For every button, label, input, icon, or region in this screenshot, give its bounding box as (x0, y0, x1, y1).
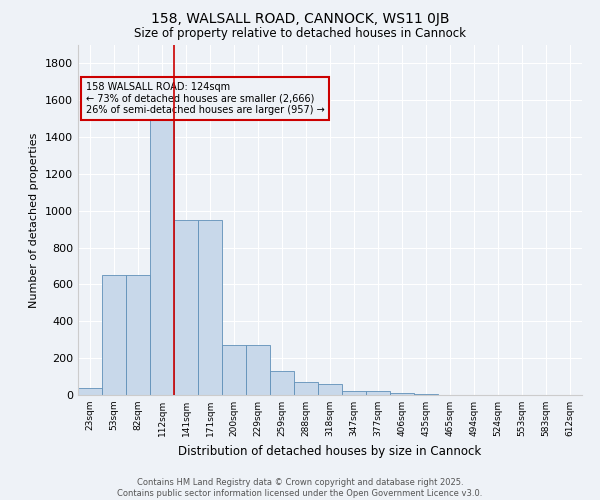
Text: Size of property relative to detached houses in Cannock: Size of property relative to detached ho… (134, 28, 466, 40)
Bar (366, 392, 390, 395)
Bar (174, 220, 198, 395)
Bar (270, 371, 294, 395)
Bar (222, 346, 246, 395)
Bar (78, 388, 102, 395)
Bar (414, 394, 438, 395)
Text: Contains HM Land Registry data © Crown copyright and database right 2025.
Contai: Contains HM Land Registry data © Crown c… (118, 478, 482, 498)
Text: 158, WALSALL ROAD, CANNOCK, WS11 0JB: 158, WALSALL ROAD, CANNOCK, WS11 0JB (151, 12, 449, 26)
Bar (294, 382, 318, 395)
Bar (342, 392, 366, 395)
X-axis label: Distribution of detached houses by size in Cannock: Distribution of detached houses by size … (178, 444, 482, 458)
Bar (198, 220, 222, 395)
Bar (390, 393, 414, 395)
Bar (102, 276, 126, 395)
Bar (126, 276, 150, 395)
Y-axis label: Number of detached properties: Number of detached properties (29, 132, 40, 308)
Bar (150, 118, 174, 395)
Bar (246, 346, 270, 395)
Text: 158 WALSALL ROAD: 124sqm
← 73% of detached houses are smaller (2,666)
26% of sem: 158 WALSALL ROAD: 124sqm ← 73% of detach… (86, 82, 325, 115)
Bar (318, 384, 342, 395)
